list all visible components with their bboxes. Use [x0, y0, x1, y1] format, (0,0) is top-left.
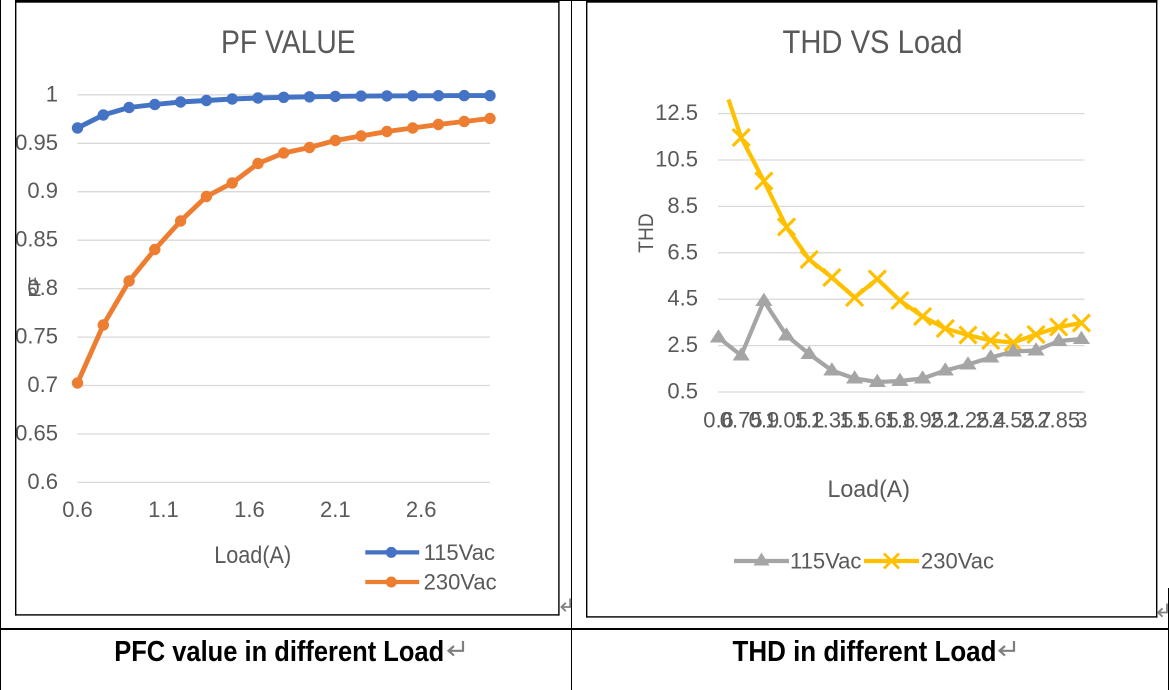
- svg-text:0.7: 0.7: [27, 372, 58, 397]
- svg-text:2.6: 2.6: [406, 497, 437, 522]
- svg-text:0.65: 0.65: [15, 421, 58, 446]
- svg-text:THD in different Load: THD in different Load: [733, 636, 997, 668]
- svg-text:THD VS Load: THD VS Load: [783, 24, 963, 60]
- svg-text:230Vac: 230Vac: [921, 549, 994, 574]
- svg-text:PFC value in different Load: PFC value in different Load: [114, 636, 444, 668]
- svg-text:Load(A): Load(A): [214, 542, 291, 569]
- svg-text:2.1: 2.1: [930, 408, 961, 433]
- svg-text:6.5: 6.5: [667, 239, 698, 264]
- svg-text:0.8: 0.8: [27, 275, 58, 300]
- svg-text:1.35: 1.35: [810, 408, 853, 433]
- svg-text:Load(A): Load(A): [828, 476, 911, 503]
- svg-text:THD: THD: [635, 213, 658, 252]
- svg-text:10.5: 10.5: [655, 147, 698, 172]
- svg-text:0.9: 0.9: [27, 178, 58, 203]
- svg-text:0.6: 0.6: [62, 497, 93, 522]
- svg-text:4.5: 4.5: [667, 286, 698, 311]
- svg-text:1.95: 1.95: [901, 408, 944, 433]
- svg-text:0.9: 0.9: [749, 408, 780, 433]
- svg-text:2.25: 2.25: [947, 408, 990, 433]
- svg-text:1.8: 1.8: [885, 408, 916, 433]
- svg-text:1: 1: [46, 81, 58, 106]
- svg-text:2.7: 2.7: [1021, 408, 1052, 433]
- svg-text:1.6: 1.6: [234, 497, 265, 522]
- svg-text:115Vac: 115Vac: [790, 549, 861, 574]
- svg-text:0.5: 0.5: [667, 379, 698, 404]
- svg-text:2.1: 2.1: [320, 497, 351, 522]
- svg-text:8.5: 8.5: [667, 193, 698, 218]
- svg-text:0.75: 0.75: [720, 408, 763, 433]
- svg-text:12.5: 12.5: [655, 100, 698, 125]
- svg-text:1.1: 1.1: [148, 497, 179, 522]
- svg-text:115Vac: 115Vac: [424, 540, 495, 565]
- svg-text:2.5: 2.5: [667, 332, 698, 357]
- svg-text:PF VALUE: PF VALUE: [221, 24, 356, 60]
- svg-text:1.5: 1.5: [839, 408, 870, 433]
- svg-text:230Vac: 230Vac: [424, 570, 497, 595]
- svg-text:2.4: 2.4: [975, 408, 1006, 433]
- svg-text:0.6: 0.6: [703, 408, 734, 433]
- svg-text:PF: PF: [26, 277, 45, 298]
- svg-text:1.05: 1.05: [765, 408, 808, 433]
- svg-text:1.2: 1.2: [794, 408, 825, 433]
- svg-text:2.55: 2.55: [992, 408, 1035, 433]
- svg-text:1.65: 1.65: [856, 408, 899, 433]
- svg-text:0.95: 0.95: [15, 130, 58, 155]
- svg-text:3: 3: [1075, 408, 1087, 433]
- svg-text:2.85: 2.85: [1037, 408, 1080, 433]
- svg-text:0.6: 0.6: [27, 469, 58, 494]
- svg-text:0.85: 0.85: [15, 227, 58, 252]
- svg-text:0.75: 0.75: [15, 324, 58, 349]
